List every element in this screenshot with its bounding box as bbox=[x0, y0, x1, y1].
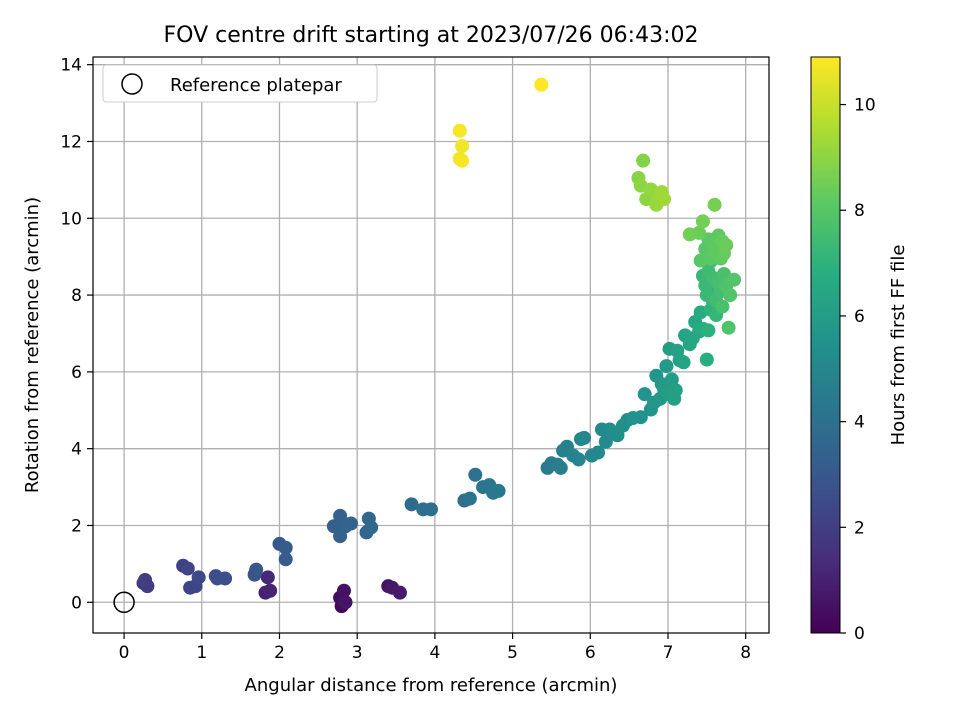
legend-box bbox=[102, 64, 378, 103]
data-point bbox=[637, 387, 652, 402]
y-tick-label: 12 bbox=[60, 132, 82, 152]
data-point bbox=[338, 595, 353, 610]
data-point bbox=[455, 139, 470, 154]
data-point bbox=[364, 520, 379, 535]
x-tick-label: 6 bbox=[585, 643, 596, 663]
data-point bbox=[452, 123, 467, 138]
data-point bbox=[491, 483, 506, 498]
colorbar-tick-label: 10 bbox=[854, 96, 876, 116]
data-point bbox=[701, 323, 716, 338]
data-point bbox=[191, 570, 206, 585]
y-tick-label: 10 bbox=[60, 209, 82, 229]
y-tick-label: 0 bbox=[71, 593, 82, 613]
data-point bbox=[676, 355, 691, 370]
legend: Reference platepar bbox=[102, 64, 378, 103]
colorbar-tick-label: 2 bbox=[854, 518, 865, 538]
data-point bbox=[591, 445, 606, 460]
data-point bbox=[723, 288, 738, 303]
data-point bbox=[392, 585, 407, 600]
reference-point-marker bbox=[113, 591, 135, 614]
data-point bbox=[668, 383, 683, 398]
x-tick-label: 8 bbox=[740, 643, 751, 663]
y-axis-ticks: 0 2 4 6 8 10 12 14 bbox=[60, 56, 93, 613]
data-point bbox=[138, 573, 153, 588]
data-point bbox=[263, 583, 278, 598]
data-point bbox=[404, 497, 419, 512]
colorbar: 0 2 4 6 8 10 Hours from first FF file bbox=[810, 56, 909, 644]
y-tick-label: 2 bbox=[71, 516, 82, 536]
colorbar-tick-label: 4 bbox=[854, 413, 865, 433]
x-tick-label: 5 bbox=[507, 643, 518, 663]
data-point bbox=[699, 352, 714, 367]
colorbar-label: Hours from first FF file bbox=[888, 245, 909, 446]
data-point bbox=[682, 227, 697, 242]
data-point bbox=[468, 467, 483, 482]
data-point bbox=[278, 540, 293, 555]
data-point bbox=[343, 516, 358, 531]
data-point bbox=[534, 77, 549, 92]
data-point bbox=[424, 502, 438, 517]
data-point bbox=[260, 570, 275, 585]
colorbar-tick-label: 0 bbox=[854, 624, 865, 644]
y-tick-label: 14 bbox=[60, 56, 82, 76]
plot-frame bbox=[92, 56, 770, 634]
y-axis-label: Rotation from reference (arcmin) bbox=[22, 197, 43, 493]
colorbar-ticks: 0 2 4 6 8 10 bbox=[840, 96, 876, 644]
data-point bbox=[553, 460, 568, 475]
data-point bbox=[571, 452, 586, 467]
data-point bbox=[180, 561, 195, 576]
data-point bbox=[598, 434, 613, 449]
x-tick-label: 1 bbox=[196, 643, 207, 663]
data-point bbox=[727, 272, 742, 287]
x-tick-label: 0 bbox=[119, 643, 130, 663]
x-tick-label: 3 bbox=[352, 643, 363, 663]
data-point bbox=[278, 552, 293, 567]
data-point bbox=[218, 571, 233, 586]
data-point bbox=[455, 153, 470, 168]
colorbar-tick-label: 8 bbox=[854, 201, 865, 221]
y-tick-label: 8 bbox=[71, 286, 82, 306]
data-point bbox=[721, 320, 736, 335]
data-point bbox=[695, 214, 710, 229]
data-point bbox=[333, 508, 348, 523]
x-tick-label: 7 bbox=[663, 643, 674, 663]
data-point bbox=[664, 372, 679, 387]
data-point bbox=[462, 491, 477, 506]
scatter-points bbox=[136, 77, 742, 614]
data-point bbox=[336, 583, 351, 598]
colorbar-gradient bbox=[810, 56, 841, 634]
x-tick-label: 4 bbox=[429, 643, 440, 663]
y-tick-label: 4 bbox=[71, 440, 82, 460]
data-point bbox=[633, 410, 648, 425]
legend-marker-reference bbox=[121, 73, 143, 95]
data-point bbox=[659, 359, 674, 374]
data-point bbox=[326, 519, 341, 534]
y-tick-label: 6 bbox=[71, 363, 82, 383]
data-point bbox=[715, 299, 730, 314]
data-point bbox=[577, 430, 592, 445]
data-point bbox=[249, 562, 264, 577]
x-axis-ticks: 0 1 2 3 4 5 6 7 8 bbox=[119, 633, 751, 663]
data-point bbox=[707, 197, 722, 212]
colorbar-tick-label: 6 bbox=[854, 307, 865, 327]
data-point bbox=[657, 192, 672, 207]
x-tick-label: 2 bbox=[274, 643, 285, 663]
data-point bbox=[636, 153, 651, 168]
chart-title: FOV centre drift starting at 2023/07/26 … bbox=[164, 23, 699, 48]
data-point bbox=[719, 238, 734, 253]
data-point bbox=[643, 182, 658, 197]
legend-label-reference: Reference platepar bbox=[170, 75, 342, 96]
x-axis-label: Angular distance from reference (arcmin) bbox=[245, 675, 618, 696]
